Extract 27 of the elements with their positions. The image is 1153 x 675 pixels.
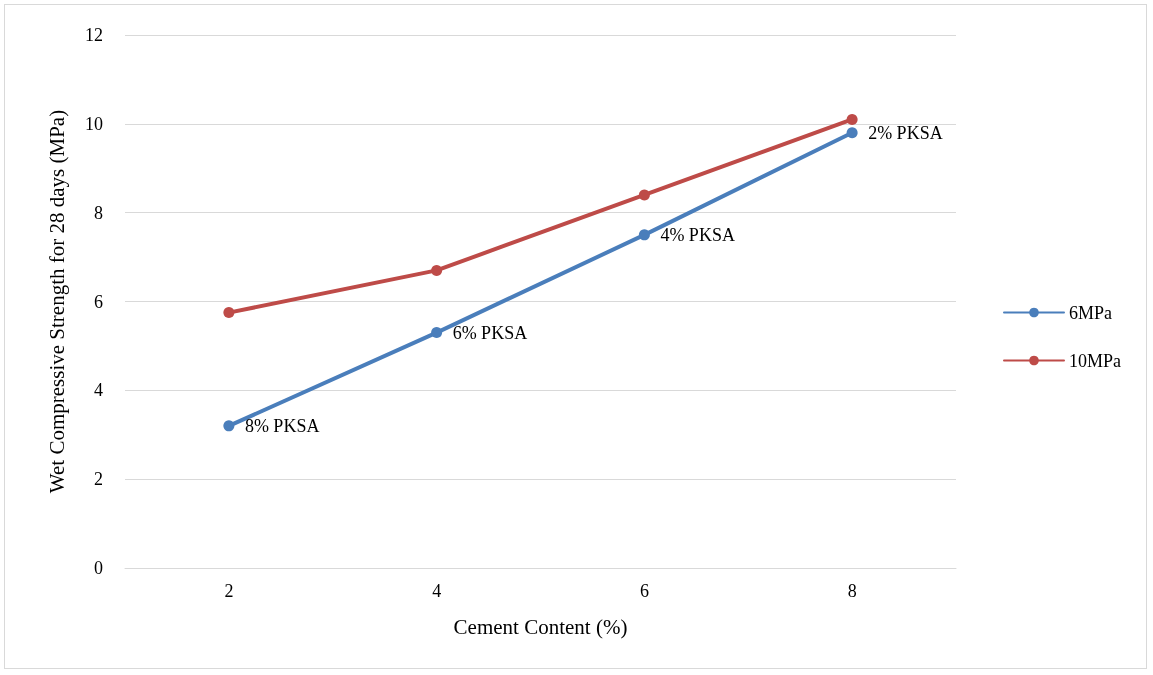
x-tick-label: 8: [847, 581, 857, 601]
y-tick-label: 4: [94, 380, 103, 401]
point: [431, 264, 443, 276]
point: [846, 113, 858, 125]
x-tick-label: 6: [639, 581, 649, 601]
x-axis-title: Cement Content (%): [453, 614, 628, 639]
legend-label: 6MPa: [1069, 302, 1113, 323]
annotation: 2% PKSA: [868, 122, 943, 143]
y-tick-label: 12: [85, 25, 103, 45]
point: [638, 189, 650, 201]
y-tick-label: 2: [94, 469, 103, 490]
legend-label: 10MPa: [1069, 350, 1122, 371]
y-tick-label: 10: [85, 113, 103, 134]
point: [223, 307, 235, 319]
y-axis-title: Wet Compressive Strength for 28 days (MPa): [44, 109, 69, 494]
y-tick-label: 0: [94, 558, 103, 578]
point: [431, 327, 443, 339]
point: [638, 229, 650, 241]
x-tick-label: 4: [432, 581, 442, 601]
annotation: 8% PKSA: [244, 415, 320, 436]
point: [846, 127, 858, 139]
annotation: 4% PKSA: [660, 224, 735, 245]
y-tick-label: 6: [94, 291, 103, 312]
point: [223, 420, 235, 432]
x-tick-label: 2: [224, 581, 234, 601]
y-tick-label: 8: [94, 202, 103, 223]
annotation: 6% PKSA: [452, 322, 528, 343]
